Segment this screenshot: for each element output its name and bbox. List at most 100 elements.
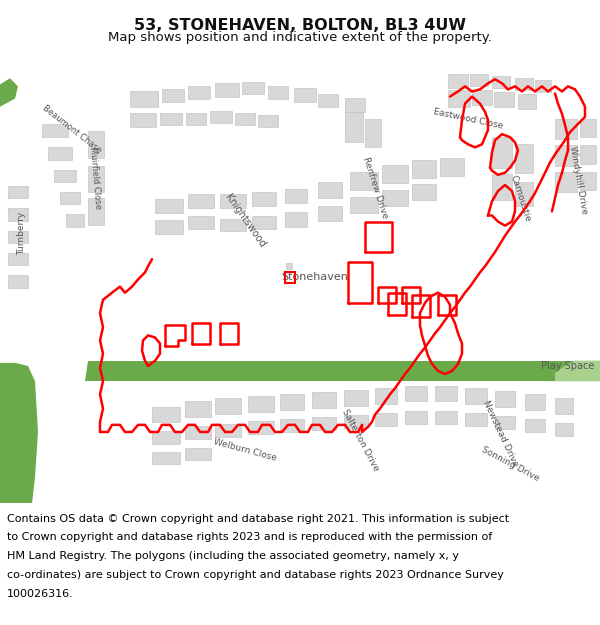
Text: Welburn Close: Welburn Close — [212, 438, 278, 463]
Bar — [555, 172, 577, 192]
Bar — [285, 213, 307, 227]
Bar — [535, 80, 551, 92]
Bar — [258, 115, 278, 127]
Bar — [220, 194, 246, 208]
Bar — [185, 401, 211, 417]
Bar — [465, 388, 487, 404]
Bar — [8, 231, 28, 243]
Bar — [344, 415, 368, 428]
Text: to Crown copyright and database rights 2023 and is reproduced with the permissio: to Crown copyright and database rights 2… — [7, 532, 493, 542]
Bar — [48, 148, 72, 159]
Bar — [8, 253, 28, 265]
Bar — [54, 170, 76, 182]
Bar — [382, 164, 408, 183]
Bar — [525, 394, 545, 409]
Bar — [248, 421, 274, 434]
Bar — [470, 74, 488, 86]
Bar — [210, 111, 232, 123]
Bar — [375, 412, 397, 426]
Bar — [345, 112, 363, 142]
Bar — [294, 88, 316, 102]
Bar — [515, 144, 533, 172]
Text: Beaumont Chase: Beaumont Chase — [41, 103, 103, 155]
Bar — [162, 89, 184, 102]
Bar — [440, 158, 464, 176]
Bar — [252, 216, 276, 229]
Bar — [495, 416, 515, 429]
Bar — [88, 166, 104, 192]
Bar — [155, 219, 183, 234]
Bar — [220, 219, 246, 231]
Bar — [365, 119, 381, 148]
Text: Turnberry: Turnberry — [17, 212, 26, 256]
Bar — [185, 448, 211, 461]
Bar — [435, 411, 457, 424]
Bar — [8, 276, 28, 288]
Bar — [555, 423, 573, 436]
Text: Sonning Drive: Sonning Drive — [479, 446, 541, 484]
Bar — [492, 138, 512, 168]
Bar — [88, 131, 104, 158]
Text: Play Space: Play Space — [541, 361, 595, 371]
Bar — [215, 398, 241, 414]
Bar — [518, 94, 536, 109]
Text: Salterton Drive: Salterton Drive — [340, 408, 380, 472]
Text: Muirfield Close: Muirfield Close — [88, 146, 102, 209]
Bar — [448, 74, 468, 88]
Bar — [60, 192, 80, 204]
Bar — [215, 424, 241, 437]
Bar — [405, 386, 427, 401]
Bar — [242, 82, 264, 94]
Bar — [525, 419, 545, 432]
Bar — [152, 452, 180, 464]
Bar — [188, 216, 214, 229]
Bar — [465, 412, 487, 426]
Bar — [555, 398, 573, 414]
Bar — [8, 208, 28, 221]
Text: co-ordinates) are subject to Crown copyright and database rights 2023 Ordnance S: co-ordinates) are subject to Crown copyr… — [7, 570, 504, 580]
Polygon shape — [545, 361, 600, 381]
Bar — [350, 172, 378, 190]
Text: Eastwood Close: Eastwood Close — [433, 107, 503, 131]
Text: Knightswood: Knightswood — [223, 192, 267, 249]
Bar — [152, 431, 180, 444]
Bar — [155, 199, 183, 213]
Bar — [492, 76, 510, 88]
Bar — [248, 396, 274, 412]
Bar — [448, 91, 470, 107]
Bar — [382, 190, 408, 206]
Bar — [130, 91, 158, 107]
Bar — [350, 197, 378, 213]
Bar — [580, 172, 596, 190]
Bar — [152, 406, 180, 422]
Bar — [215, 83, 239, 96]
Text: Map shows position and indicative extent of the property.: Map shows position and indicative extent… — [108, 31, 492, 44]
Text: Contains OS data © Crown copyright and database right 2021. This information is : Contains OS data © Crown copyright and d… — [7, 514, 509, 524]
Text: 53, STONEHAVEN, BOLTON, BL3 4UW: 53, STONEHAVEN, BOLTON, BL3 4UW — [134, 18, 466, 32]
Bar — [515, 182, 533, 206]
Bar — [555, 119, 577, 139]
Bar — [412, 184, 436, 200]
Text: 100026316.: 100026316. — [7, 589, 74, 599]
Bar — [344, 390, 368, 406]
Bar — [492, 174, 512, 200]
Bar — [375, 388, 397, 404]
Polygon shape — [85, 361, 600, 381]
Bar — [312, 392, 336, 408]
Bar — [88, 198, 104, 224]
Bar — [130, 112, 156, 127]
Bar — [515, 78, 533, 91]
Bar — [252, 192, 276, 206]
Bar — [472, 91, 492, 104]
Text: HM Land Registry. The polygons (including the associated geometry, namely x, y: HM Land Registry. The polygons (includin… — [7, 551, 459, 561]
Text: Windyhill Drive: Windyhill Drive — [568, 145, 589, 214]
Bar — [285, 189, 307, 203]
Polygon shape — [0, 78, 18, 107]
Bar — [8, 186, 28, 198]
Bar — [42, 124, 68, 138]
Bar — [405, 411, 427, 424]
Text: Renfrew Drive: Renfrew Drive — [361, 156, 389, 220]
Bar — [280, 419, 304, 432]
Bar — [185, 426, 211, 439]
Bar — [495, 391, 515, 406]
